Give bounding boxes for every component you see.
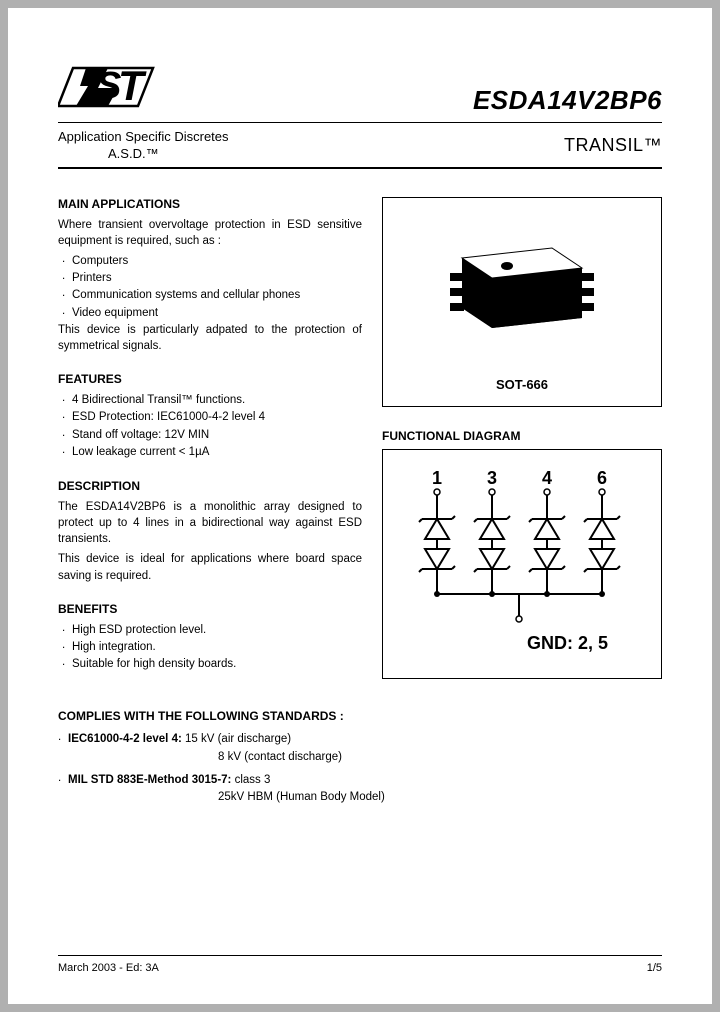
svg-text:3: 3 [487,468,497,488]
asd-text: Application Specific Discretes A.S.D.™ [58,129,229,163]
benefit-list: High ESD protection level. High integrat… [58,622,362,674]
std-name: IEC61000-4-2 level 4: [68,733,182,745]
diagram-title: FUNCTIONAL DIAGRAM [382,429,662,443]
list-item: 4 Bidirectional Transil™ functions. [62,392,362,409]
right-column: SOT-666 FUNCTIONAL DIAGRAM 1 3 4 6 [382,197,662,692]
std-val: 25kV HBM (Human Body Model) [68,791,385,803]
svg-text:GND: 2, 5: GND: 2, 5 [527,633,608,653]
footer-date: March 2003 - Ed: 3A [58,962,159,974]
list-item: Low leakage current < 1µA [62,444,362,461]
svg-text:4: 4 [542,468,552,488]
header-top: S T ESDA14V2BP6 [58,58,662,123]
section-title: FEATURES [58,372,362,386]
list-item: High integration. [62,639,362,656]
st-logo: S T [58,58,178,116]
standard-item: MIL STD 883E-Method 3015-7: class 3 25kV… [58,772,662,807]
svg-text:1: 1 [432,468,442,488]
std-val: class 3 [235,774,271,786]
std-val: 8 kV (contact discharge) [68,751,342,763]
content: MAIN APPLICATIONS Where transient overvo… [58,197,662,692]
section-title: MAIN APPLICATIONS [58,197,362,211]
footer: March 2003 - Ed: 3A 1/5 [58,955,662,974]
sub-header: Application Specific Discretes A.S.D.™ T… [58,129,662,163]
standards-title: COMPLIES WITH THE FOLLOWING STANDARDS : [58,709,662,723]
std-name: MIL STD 883E-Method 3015-7: [68,774,231,786]
list-item: High ESD protection level. [62,622,362,639]
package-label: SOT-666 [393,377,651,392]
benefits: BENEFITS High ESD protection level. High… [58,602,362,674]
list-item: Communication systems and cellular phone… [62,287,362,304]
list-item: Computers [62,253,362,270]
left-column: MAIN APPLICATIONS Where transient overvo… [58,197,362,692]
footer-page: 1/5 [647,962,662,974]
standards: COMPLIES WITH THE FOLLOWING STANDARDS : … [58,709,662,806]
standard-item: IEC61000-4-2 level 4: 15 kV (air dischar… [58,731,662,766]
svg-text:T: T [118,62,147,109]
std-val: 15 kV (air discharge) [185,733,291,745]
list-item: Video equipment [62,305,362,322]
section-title: BENEFITS [58,602,362,616]
datasheet-page: S T ESDA14V2BP6 Application Specific Dis… [8,8,712,1004]
list-item: Suitable for high density boards. [62,656,362,673]
list-item: ESD Protection: IEC61000-4-2 level 4 [62,409,362,426]
app-list: Computers Printers Communication systems… [58,253,362,322]
asd-line2: A.S.D.™ [58,146,229,163]
header: S T ESDA14V2BP6 Application Specific Dis… [58,58,662,169]
main-applications: MAIN APPLICATIONS Where transient overvo… [58,197,362,354]
package-icon [432,218,612,358]
svg-text:6: 6 [597,468,607,488]
package-box: SOT-666 [382,197,662,407]
list-item: Printers [62,270,362,287]
part-number: ESDA14V2BP6 [473,85,662,116]
feature-list: 4 Bidirectional Transil™ functions. ESD … [58,392,362,461]
intro-text: Where transient overvoltage protection i… [58,217,362,249]
note-text: This device is particularly adpated to t… [58,322,362,354]
desc-p2: This device is ideal for applications wh… [58,551,362,583]
description: DESCRIPTION The ESDA14V2BP6 is a monolit… [58,479,362,583]
circuit-diagram-icon: 1 3 4 6 [397,464,647,664]
features: FEATURES 4 Bidirectional Transil™ functi… [58,372,362,461]
functional-diagram: 1 3 4 6 [382,449,662,679]
transil-brand: TRANSIL™ [564,135,662,156]
asd-line1: Application Specific Discretes [58,129,229,146]
list-item: Stand off voltage: 12V MIN [62,427,362,444]
section-title: DESCRIPTION [58,479,362,493]
desc-p1: The ESDA14V2BP6 is a monolithic array de… [58,499,362,547]
